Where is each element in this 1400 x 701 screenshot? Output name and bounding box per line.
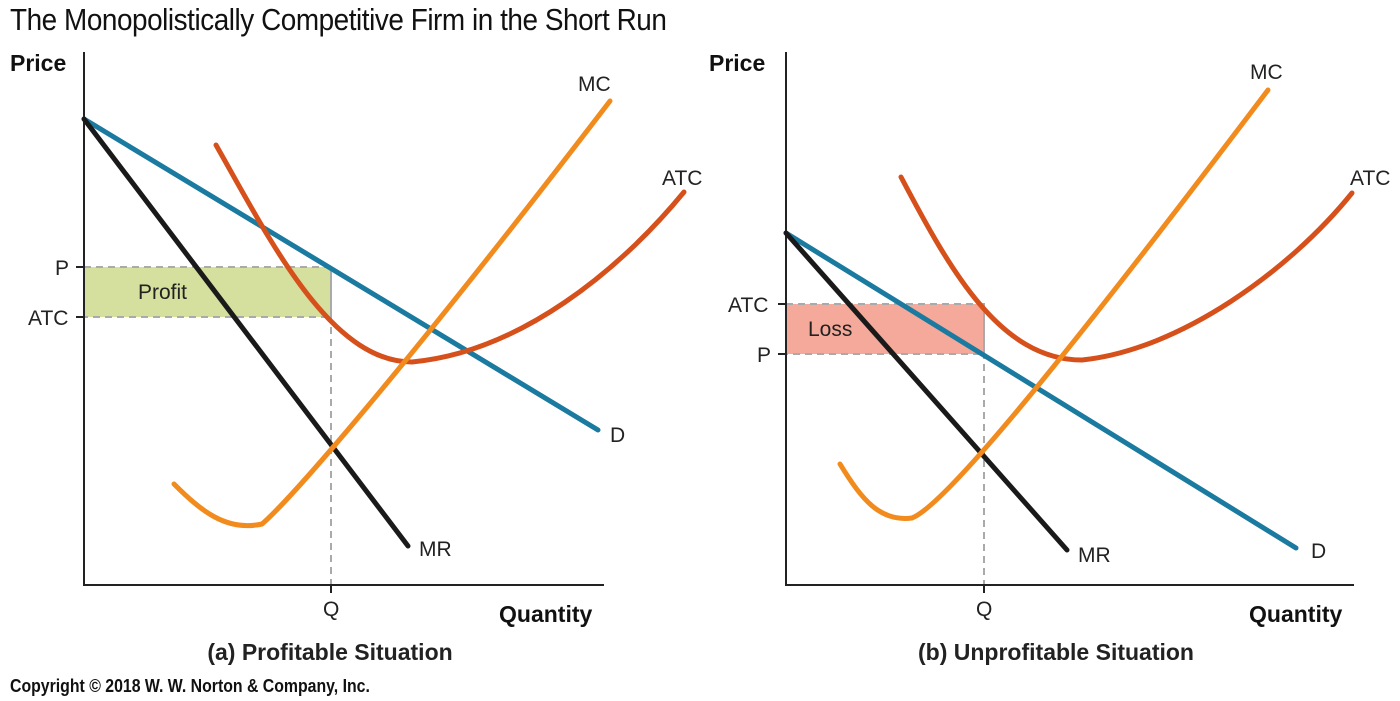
demand-curve [81,116,601,433]
x-axis-title: Quantity [1249,601,1342,627]
atc-tick-label: ATC [28,307,68,330]
mc-label: MC [578,73,611,96]
mr-label: MR [419,538,452,561]
mr-curve [81,116,411,549]
page-title: The Monopolistically Competitive Firm in… [10,2,667,37]
q-tick-label: Q [976,598,992,621]
profit-area [83,266,332,318]
p-tick-label: P [55,257,69,280]
atc-curve-label: ATC [1350,167,1390,190]
profit-label: Profit [138,281,187,304]
demand-curve [783,230,1299,551]
mc-label: MC [1250,61,1283,84]
atc-curve [213,142,687,365]
q-tick-label: Q [323,598,339,621]
mr-label: MR [1078,544,1111,567]
panel-b: Loss Price Quantity ATC P Q MC ATC D MR … [709,50,1390,665]
demand-label: D [610,424,625,447]
p-tick-label: P [757,344,771,367]
mc-curve [171,98,613,529]
y-axis-title: Price [10,50,66,76]
loss-label: Loss [808,318,852,341]
atc-curve-label: ATC [662,167,702,190]
mr-curve [783,230,1070,553]
panel-b-caption: (b) Unprofitable Situation [918,639,1194,665]
atc-tick-label: ATC [728,294,768,317]
panel-a-caption: (a) Profitable Situation [207,639,452,665]
panel-a: Profit Price Quantity P ATC Q MC ATC D M… [10,50,702,665]
copyright-notice: Copyright © 2018 W. W. Norton & Company,… [10,676,370,696]
demand-label: D [1311,540,1326,563]
mc-curve [837,87,1271,521]
x-axis-title: Quantity [499,601,592,627]
atc-curve [898,174,1355,363]
y-axis-title: Price [709,50,765,76]
